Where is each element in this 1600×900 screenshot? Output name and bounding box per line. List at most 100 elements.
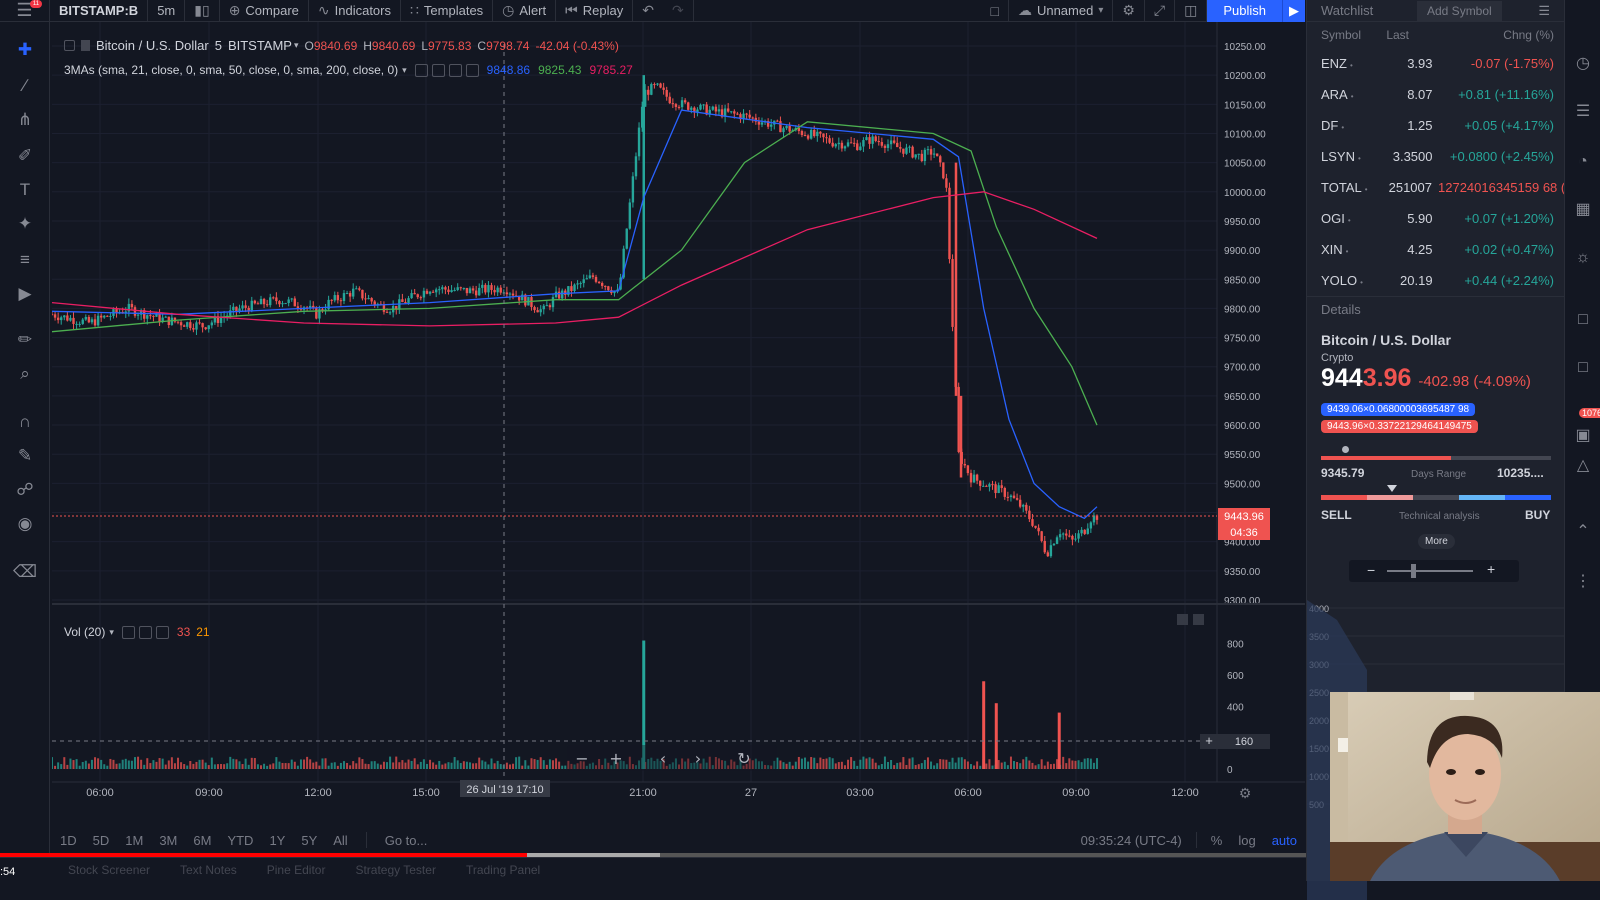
more-button[interactable]: More xyxy=(1418,534,1455,549)
log-scale-toggle[interactable]: log xyxy=(1238,832,1256,848)
chevron-down-icon[interactable]: ▾ xyxy=(293,40,299,50)
zoom-out-icon[interactable]: − xyxy=(575,749,588,768)
price-chart[interactable]: 10250.00 10200.00 10150.00 10100.00 10050.00… xyxy=(52,22,1305,832)
range-6m[interactable]: 6M xyxy=(193,832,212,848)
scroll-left-icon[interactable]: ‹ xyxy=(660,749,666,768)
indicators-button[interactable]: ∿ Indicators xyxy=(309,0,401,22)
lock-icon[interactable]: ☍ xyxy=(16,480,34,499)
column-change[interactable]: Chng (%) xyxy=(1503,28,1554,42)
brush-tool-icon[interactable]: ✐ xyxy=(17,146,33,165)
ruler-icon[interactable]: ✏ xyxy=(17,330,33,349)
play-icon[interactable]: ▶ xyxy=(18,284,32,303)
stay-drawing-icon[interactable]: ✎ xyxy=(17,446,33,465)
remove-indicator-icon[interactable] xyxy=(465,63,479,77)
details-header[interactable]: Details xyxy=(1307,296,1564,322)
text-tool-icon[interactable]: T xyxy=(19,180,31,199)
collapse-legend-icon[interactable] xyxy=(64,40,75,51)
range-3m[interactable]: 3M xyxy=(159,832,178,848)
watchlist-title[interactable]: Watchlist xyxy=(1321,3,1374,18)
publish-video-button[interactable]: ▶ xyxy=(1282,0,1305,22)
maximize-pane-icon[interactable] xyxy=(1177,614,1188,625)
redo-button[interactable]: ↷ xyxy=(663,0,694,22)
alarm-clock-icon[interactable]: ◷ xyxy=(1576,55,1590,72)
add-symbol-button[interactable]: Add Symbol xyxy=(1417,0,1502,21)
magnet-icon[interactable]: ∩ xyxy=(18,412,32,431)
range-1d[interactable]: 1D xyxy=(60,832,77,848)
eye-toggle-icon[interactable] xyxy=(414,63,428,77)
pitchfork-tool-icon[interactable]: ⋔ xyxy=(17,110,33,129)
panel-tab-strategy-tester[interactable]: Strategy Tester xyxy=(355,862,436,877)
axis-settings-icon[interactable]: ⚙ xyxy=(1239,786,1252,802)
scroll-right-icon[interactable]: › xyxy=(695,749,701,768)
watchlist-row[interactable]: TOTAL• 251007 12724016345159 68 (-4. xyxy=(1307,172,1564,203)
column-last[interactable]: Last xyxy=(1386,28,1409,42)
interval-button[interactable]: 5m xyxy=(148,0,186,22)
goto-button[interactable]: Go to... xyxy=(384,832,428,848)
settings-button[interactable]: ⚙ xyxy=(1113,0,1145,22)
trash-icon[interactable]: ⌫ xyxy=(13,562,38,581)
range-1y[interactable]: 1Y xyxy=(269,832,286,848)
chart-style-button[interactable]: ▮▯ xyxy=(185,0,220,22)
panel-tab-pine-editor[interactable]: Pine Editor xyxy=(266,862,326,877)
idea-bulb-icon[interactable]: ☼ xyxy=(1575,249,1591,266)
settings-small-icon[interactable] xyxy=(138,625,152,639)
data-window-icon[interactable]: ◔ xyxy=(1578,153,1588,170)
undo-button[interactable]: ↶ xyxy=(633,0,663,22)
layout-name-button[interactable]: ☁ Unnamed ▾ xyxy=(1009,0,1114,22)
watchlist-menu-icon[interactable]: ☰ xyxy=(1538,2,1550,18)
fullscreen-button[interactable]: ⤢ xyxy=(1145,0,1176,22)
panel-tab-text-notes[interactable]: Text Notes xyxy=(180,862,237,877)
settings-small-icon[interactable] xyxy=(431,63,445,77)
snapshot-button[interactable]: ◫ xyxy=(1175,0,1208,22)
zoom-slider-thumb[interactable] xyxy=(1411,564,1416,578)
notifications-icon[interactable]: △ xyxy=(1576,457,1590,474)
collapse-pane-icon[interactable] xyxy=(1193,614,1204,625)
crosshair-tool-icon[interactable]: ✚ xyxy=(17,40,33,59)
collapse-icon[interactable]: ⌃ xyxy=(1576,523,1590,540)
reset-chart-icon[interactable]: ↻ xyxy=(737,749,750,768)
range-ytd[interactable]: YTD xyxy=(227,832,254,848)
watchlist-row[interactable]: ARA • 8.07 +0.81 (+11.16%) xyxy=(1307,79,1564,110)
fullscreen-layout-button[interactable]: □ xyxy=(981,0,1009,22)
eye-toggle-icon[interactable] xyxy=(121,625,135,639)
panel-tab-stock-screener[interactable]: Stock Screener xyxy=(68,862,151,877)
watchlist-row[interactable]: YOLO • 20.19 +0.44 (+2.24%) xyxy=(1307,265,1564,296)
dots-icon[interactable]: ⋮ xyxy=(1575,573,1591,590)
pattern-tool-icon[interactable]: ✦ xyxy=(17,214,33,233)
order-panel-icon[interactable]: ▣ xyxy=(1575,427,1591,444)
zoom-in-icon[interactable]: ⌕ xyxy=(20,364,30,383)
trendline-tool-icon[interactable]: ∕ xyxy=(23,76,27,95)
replay-button[interactable]: ⏮ Replay xyxy=(556,0,634,22)
range-5d[interactable]: 5D xyxy=(92,832,110,848)
range-all[interactable]: All xyxy=(333,832,348,848)
publish-button[interactable]: Publish xyxy=(1207,0,1282,22)
symbol-search[interactable]: BITSTAMP:B xyxy=(50,0,149,22)
alert-button[interactable]: ◷ Alert xyxy=(493,0,557,22)
source-code-icon[interactable] xyxy=(448,63,462,77)
watchlist-row[interactable]: DF • 1.25 +0.05 (+4.17%) xyxy=(1307,110,1564,141)
zoom-in-nav-icon[interactable]: + xyxy=(609,749,622,768)
watchlist-icon[interactable]: ☰ xyxy=(1575,103,1591,120)
column-symbol[interactable]: Symbol xyxy=(1321,28,1362,42)
range-1m[interactable]: 1M xyxy=(125,832,144,848)
zoom-slider-track[interactable] xyxy=(1387,570,1473,572)
watchlist-row[interactable]: OGI • 5.90 +0.07 (+1.20%) xyxy=(1307,203,1564,234)
watchlist-row[interactable]: LSYN • 3.3500 +0.0800 (+2.45%) xyxy=(1307,141,1564,172)
compare-button[interactable]: ⊕ Compare xyxy=(220,0,309,22)
menu-button[interactable]: ☰ 11 xyxy=(0,0,50,22)
video-progress-track[interactable] xyxy=(0,853,1600,857)
minus-icon[interactable]: − xyxy=(1367,562,1376,578)
eye-icon[interactable]: ◉ xyxy=(17,514,33,533)
remove-indicator-icon[interactable] xyxy=(155,625,169,639)
watchlist-row[interactable]: ENZ • 3.93 -0.07 (-1.75%) xyxy=(1307,48,1564,79)
templates-button[interactable]: ∷ Templates xyxy=(401,0,494,22)
range-5y[interactable]: 5Y xyxy=(301,832,318,848)
percent-scale-toggle[interactable]: % xyxy=(1210,832,1223,848)
chat-icon[interactable]: □ xyxy=(1578,311,1588,328)
calendar-icon[interactable]: ▦ xyxy=(1575,201,1591,218)
watchlist-row[interactable]: XIN • 4.25 +0.02 (+0.47%) xyxy=(1307,234,1564,265)
chevron-down-icon[interactable]: ▾ xyxy=(109,626,114,637)
plus-icon[interactable]: + xyxy=(1487,561,1496,577)
message-icon[interactable]: □ xyxy=(1578,359,1588,376)
prediction-tool-icon[interactable]: ≡ xyxy=(20,250,30,269)
